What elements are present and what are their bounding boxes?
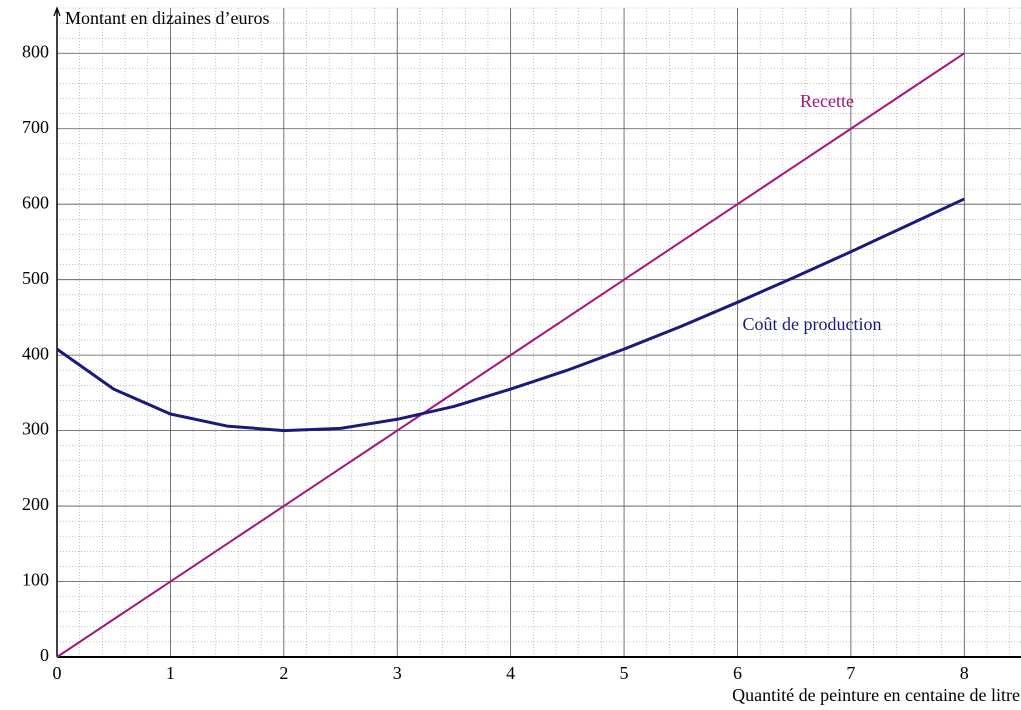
- x-tick-label: 8: [960, 663, 969, 683]
- x-tick-label: 5: [620, 663, 629, 683]
- x-tick-label: 6: [733, 663, 742, 683]
- y-tick-label: 200: [22, 494, 49, 514]
- y-tick-label: 700: [22, 117, 49, 137]
- series-line: [56, 197, 965, 433]
- x-tick-label: 0: [53, 663, 62, 683]
- x-axis-label: Quantité de peinture en centaine de litr…: [732, 685, 1020, 705]
- x-tick-label: 1: [166, 663, 175, 683]
- y-axis-arrow: [53, 6, 61, 17]
- y-tick-label: 500: [22, 268, 49, 288]
- series-label: Recette: [800, 91, 854, 111]
- x-tick-label: 3: [393, 663, 402, 683]
- y-tick-label: 100: [22, 570, 49, 590]
- y-tick-label: 0: [40, 645, 49, 665]
- y-tick-label: 600: [22, 192, 49, 212]
- series-label: Coût de production: [743, 314, 882, 334]
- x-tick-label: 7: [846, 663, 855, 683]
- x-tick-label: 4: [506, 663, 515, 683]
- x-tick-label: 2: [279, 663, 288, 683]
- y-axis-label: Montant en dizaines d’euros: [65, 8, 269, 28]
- y-tick-label: 800: [22, 41, 49, 61]
- y-tick-label: 400: [22, 343, 49, 363]
- series-line: [56, 52, 965, 658]
- y-tick-label: 300: [22, 419, 49, 439]
